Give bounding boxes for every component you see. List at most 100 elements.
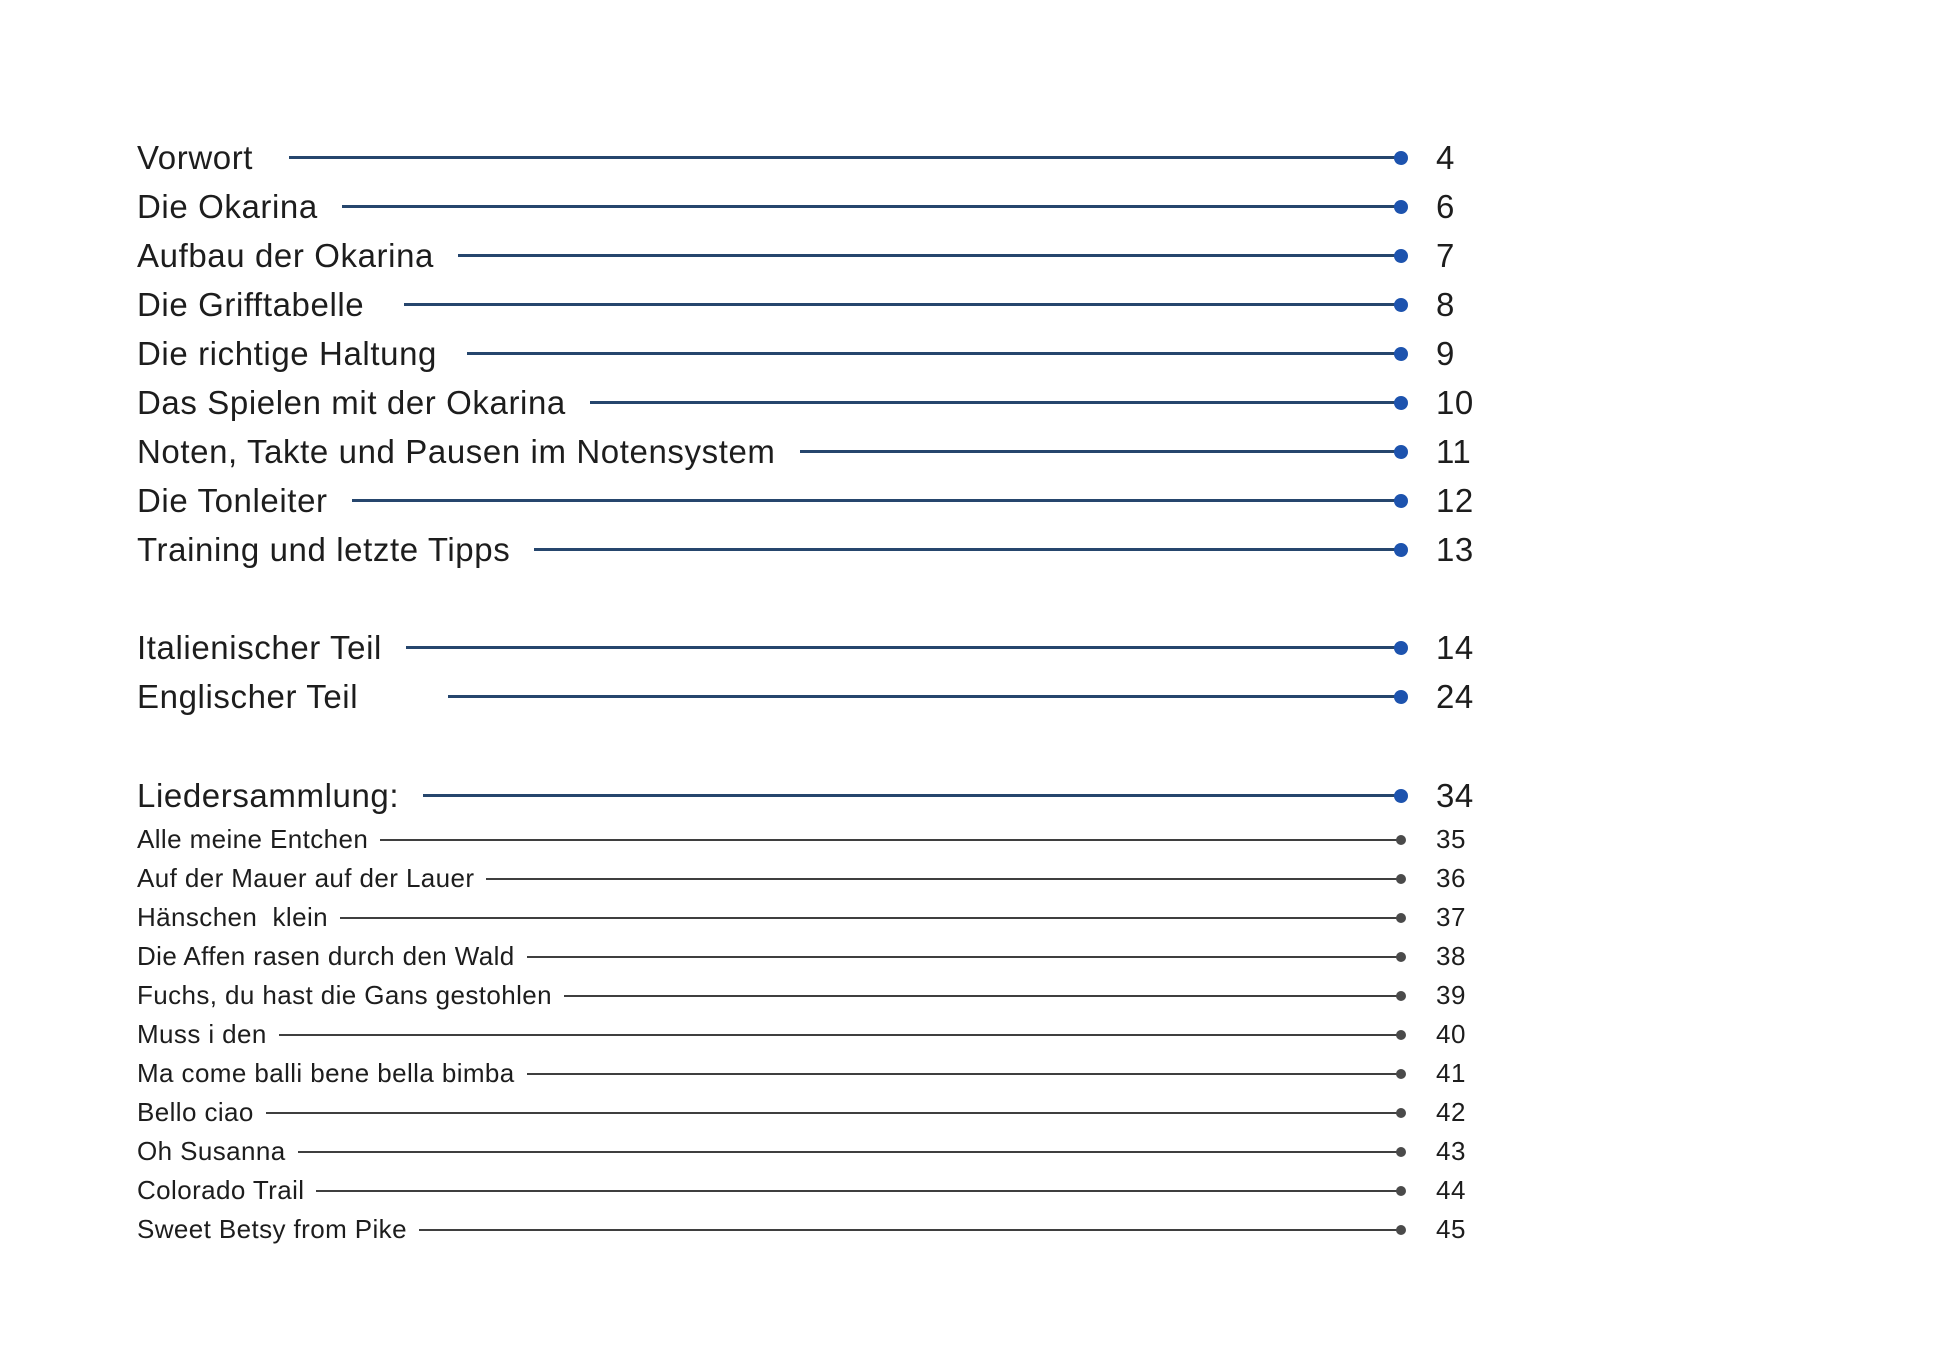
toc-entry-label: Die Okarina <box>137 187 318 225</box>
toc-entry-page: 14 <box>1436 628 1474 666</box>
toc-entry-label: Colorado Trail <box>137 1175 305 1205</box>
toc-entry-page: 24 <box>1436 677 1474 715</box>
toc-entry-label: Liedersammlung: <box>137 776 400 814</box>
leader-dot-icon <box>1394 444 1408 459</box>
leader-rule <box>380 838 1397 841</box>
leader-line <box>289 150 1408 165</box>
toc-entry-label: Vorwort <box>137 138 254 176</box>
leader-dot-icon <box>1396 990 1406 1001</box>
leader-rule <box>405 646 1395 649</box>
toc-entry: Oh Susanna 43 <box>137 1132 1536 1171</box>
toc-entry-page: 37 <box>1436 902 1466 932</box>
toc-entry-page: 7 <box>1436 236 1455 274</box>
toc-entry-page: 4 <box>1436 138 1455 176</box>
leader-dot-icon <box>1394 150 1408 165</box>
toc-entry-label: Muss i den <box>137 1019 267 1049</box>
toc-entry: Das Spielen mit der Okarina 10 <box>137 378 1536 427</box>
leader-rule <box>316 1189 1397 1192</box>
leader-rule <box>418 1228 1397 1231</box>
toc-entry-label: Die Tonleiter <box>137 481 328 519</box>
toc-entry-page: 12 <box>1436 481 1474 519</box>
toc-entry-page: 36 <box>1436 863 1466 893</box>
leader-line <box>341 199 1408 214</box>
toc-entry-label: Die richtige Haltung <box>137 334 437 372</box>
leader-rule <box>341 205 1395 208</box>
leader-line <box>799 444 1408 459</box>
leader-rule <box>265 1111 1397 1114</box>
leader-rule <box>799 450 1395 453</box>
toc-entry: Die Grifftabelle 8 <box>137 280 1536 329</box>
leader-line <box>534 542 1408 557</box>
toc-entry: Die Tonleiter 12 <box>137 476 1536 525</box>
toc-entry: Training und letzte Tipps 13 <box>137 525 1536 574</box>
leader-dot-icon <box>1394 346 1408 361</box>
leader-line <box>404 297 1408 312</box>
toc-section-language-parts: Italienischer Teil 14 Englischer Teil 24 <box>137 623 1536 721</box>
leader-line <box>340 912 1406 923</box>
toc-entry-label: Noten, Takte und Pausen im Notensystem <box>137 432 776 470</box>
leader-dot-icon <box>1396 912 1406 923</box>
toc-entry-label: Alle meine Entchen <box>137 824 369 854</box>
toc-entry-page: 11 <box>1436 432 1472 470</box>
toc-entry-page: 6 <box>1436 187 1455 225</box>
leader-line <box>526 1068 1406 1079</box>
toc-entry: Die Okarina 6 <box>137 182 1536 231</box>
toc-entry-label: Bello ciao <box>137 1097 254 1127</box>
toc-entry: Fuchs, du hast die Gans gestohlen 39 <box>137 976 1536 1015</box>
leader-dot-icon <box>1394 689 1408 704</box>
toc-entry: Auf der Mauer auf der Lauer 36 <box>137 859 1536 898</box>
leader-line <box>589 395 1408 410</box>
leader-rule <box>526 1072 1397 1075</box>
leader-dot-icon <box>1394 199 1408 214</box>
toc-entry-page: 8 <box>1436 285 1455 323</box>
toc-entry: Colorado Trail 44 <box>137 1171 1536 1210</box>
toc-section-songbook-header: Liedersammlung: 34 <box>137 771 1536 820</box>
leader-line <box>351 493 1408 508</box>
leader-rule <box>526 955 1397 958</box>
leader-line <box>405 640 1408 655</box>
toc-entry-label: Training und letzte Tipps <box>137 530 511 568</box>
leader-line <box>380 834 1406 845</box>
leader-dot-icon <box>1394 297 1408 312</box>
toc-entry-page: 34 <box>1436 776 1474 814</box>
leader-rule <box>278 1033 1397 1036</box>
toc-entry-label: Ma come balli bene bella bimba <box>137 1058 515 1088</box>
toc-entry-page: 9 <box>1436 334 1455 372</box>
toc-entry: Die Affen rasen durch den Wald 38 <box>137 937 1536 976</box>
toc-entry-page: 38 <box>1436 941 1466 971</box>
leader-rule <box>466 352 1395 355</box>
leader-rule <box>448 695 1395 698</box>
leader-rule <box>423 794 1395 797</box>
leader-dot-icon <box>1396 1029 1406 1040</box>
leader-rule <box>297 1150 1397 1153</box>
toc-entry-label: Hänschen klein <box>137 902 328 932</box>
leader-rule <box>289 156 1395 159</box>
toc-entry: Aufbau der Okarina 7 <box>137 231 1536 280</box>
toc-entry: Muss i den 40 <box>137 1015 1536 1054</box>
leader-line <box>418 1224 1406 1235</box>
toc-entry: Sweet Betsy from Pike 45 <box>137 1210 1536 1249</box>
leader-rule <box>534 548 1395 551</box>
leader-dot-icon <box>1396 1224 1406 1235</box>
toc-entry-page: 40 <box>1436 1019 1466 1049</box>
toc-entry: Italienischer Teil 14 <box>137 623 1536 672</box>
toc-section-songs: Alle meine Entchen 35 Auf der Mauer auf … <box>137 820 1536 1249</box>
toc-entry-label: Oh Susanna <box>137 1136 286 1166</box>
toc-entry: Bello ciao 42 <box>137 1093 1536 1132</box>
leader-line <box>423 788 1408 803</box>
leader-dot-icon <box>1396 951 1406 962</box>
leader-dot-icon <box>1394 248 1408 263</box>
toc-entry-label: Die Grifftabelle <box>137 285 365 323</box>
toc-entry-label: Das Spielen mit der Okarina <box>137 383 566 421</box>
toc-entry: Hänschen klein 37 <box>137 898 1536 937</box>
leader-rule <box>457 254 1395 257</box>
toc-entry-page: 44 <box>1436 1175 1466 1205</box>
leader-dot-icon <box>1394 493 1408 508</box>
leader-line <box>316 1185 1406 1196</box>
leader-line <box>448 689 1408 704</box>
toc-entry-label: Englischer Teil <box>137 677 359 715</box>
leader-line <box>457 248 1408 263</box>
leader-rule <box>340 916 1397 919</box>
toc-entry: Alle meine Entchen 35 <box>137 820 1536 859</box>
leader-rule <box>589 401 1395 404</box>
